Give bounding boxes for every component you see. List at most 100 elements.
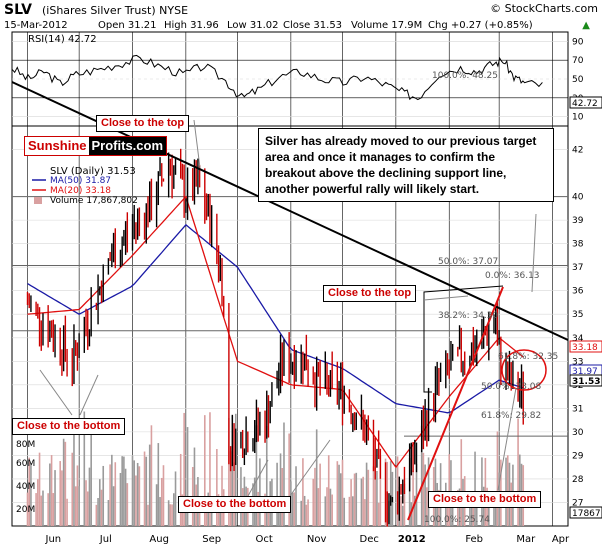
volume-bar — [401, 505, 404, 526]
volume-bar — [341, 459, 344, 526]
volume-bar — [30, 463, 32, 526]
price-tick-label: 38 — [572, 240, 584, 250]
volume-bar — [74, 486, 77, 526]
volume-bar — [95, 504, 98, 526]
volume-bar — [88, 467, 91, 526]
volume-bar — [446, 496, 449, 526]
volume-bar — [295, 466, 297, 526]
volume-bar — [353, 473, 356, 526]
volume-bar — [343, 497, 346, 526]
legend-ma50: MA(50) 31.87 — [50, 176, 111, 186]
volume-bar — [159, 497, 161, 526]
volume-bar — [317, 488, 320, 526]
callout-top-1: Close to the top — [96, 115, 190, 132]
fib-label-100: 100.0%: 25.74 — [424, 515, 490, 525]
volume-bar — [283, 422, 285, 526]
header-close: Close 31.53 — [283, 20, 342, 31]
price-tick-label: 31 — [572, 404, 583, 414]
rsi-label: RSI(14) 42.72 — [28, 34, 97, 45]
callout-pointers — [39, 119, 537, 497]
volume-bar — [73, 430, 75, 526]
volume-bar — [83, 411, 86, 526]
volume-bar — [493, 497, 495, 526]
volume-bar — [319, 463, 321, 526]
fib-label-50a: 50.0%: 37.07 — [438, 257, 498, 267]
price-tick-label: 39 — [572, 216, 584, 226]
volume-bar — [71, 452, 74, 526]
volume-bar — [114, 462, 117, 526]
volume-bar — [219, 500, 222, 526]
fib-bracket — [423, 285, 504, 393]
tag-ma20: 33.18 — [572, 343, 598, 353]
ma20-line — [27, 195, 524, 469]
volume-bar — [279, 453, 282, 526]
volume-bar — [210, 503, 213, 526]
callout-bottom-2: Close to the bottom — [178, 496, 292, 513]
volume-bar — [300, 500, 302, 526]
volume-bar — [123, 456, 125, 526]
volume-bar — [52, 493, 55, 526]
volume-bar — [267, 502, 270, 526]
volume-bar — [326, 487, 328, 526]
volume-bar — [171, 504, 173, 526]
volume-bar — [193, 447, 196, 526]
brand-part2: Profits.com — [88, 137, 167, 155]
volume-bar — [331, 494, 333, 526]
rsi-layer — [11, 54, 543, 101]
volume-bar — [37, 479, 39, 526]
volume-bar — [303, 495, 306, 526]
x-tick-label: Dec — [360, 534, 379, 545]
volume-bar — [278, 501, 280, 526]
rsi-tick-label: 50 — [572, 75, 584, 85]
volume-bar — [42, 490, 44, 526]
chart-name: (iShares Silver Trust) NYSE — [42, 4, 188, 17]
volume-bar — [305, 504, 308, 526]
volume-bar — [350, 479, 352, 526]
volume-bar — [62, 438, 65, 526]
chart-symbol: SLV — [4, 2, 32, 18]
ma50-layer — [27, 223, 524, 414]
fib-label-50b: 50.0%: 33.08 — [481, 382, 542, 392]
price-tick-label: 28 — [572, 475, 584, 485]
volume-bar — [135, 475, 137, 526]
volume-bar — [97, 497, 99, 526]
value-tags: 42.72 33.18 31.97 31.53 17867 — [569, 96, 602, 519]
volume-bar — [288, 433, 290, 526]
price-tick-label: 30 — [572, 428, 584, 438]
header-open: Open 31.21 — [98, 20, 157, 31]
rsi-fib-label: 100.0%: 48.25 — [432, 71, 498, 81]
volume-bar — [231, 415, 234, 526]
legend-ma20: MA(20) 33.18 — [50, 186, 111, 196]
volume-bar — [413, 495, 416, 526]
volume-bar — [109, 464, 111, 526]
volume-bar — [124, 468, 127, 526]
volume-bar — [348, 496, 351, 526]
volume-bar — [112, 486, 115, 526]
volume-bar — [121, 456, 123, 526]
brand-logo: Sunshine Profits.com — [24, 136, 168, 156]
volume-tick-label: 20M — [16, 505, 35, 515]
x-tick-label: Sep — [202, 534, 221, 545]
rsi-tick-label: 70 — [572, 56, 584, 66]
volume-bar — [186, 427, 189, 526]
volume-bar — [400, 496, 402, 526]
volume-bar — [496, 431, 499, 526]
volume-bar — [143, 451, 146, 526]
volume-bar — [209, 412, 211, 526]
volume-bar — [40, 495, 43, 526]
volume-bar — [460, 439, 463, 526]
rsi-line — [11, 54, 543, 101]
volume-bar — [145, 456, 148, 526]
volume-tick-label: 40M — [16, 482, 35, 492]
x-tick-label: Feb — [465, 534, 483, 545]
volume-bar — [147, 504, 149, 526]
header-chg-arrow: ▲ — [582, 20, 590, 31]
header-chg: Chg +0.27 (+0.85%) — [428, 20, 533, 31]
volume-bar — [327, 455, 330, 526]
rally-trend-line — [407, 286, 504, 521]
legend-volume: Volume 17,867,802 — [50, 196, 138, 206]
volume-bar — [66, 498, 68, 526]
volume-bar — [138, 466, 141, 526]
